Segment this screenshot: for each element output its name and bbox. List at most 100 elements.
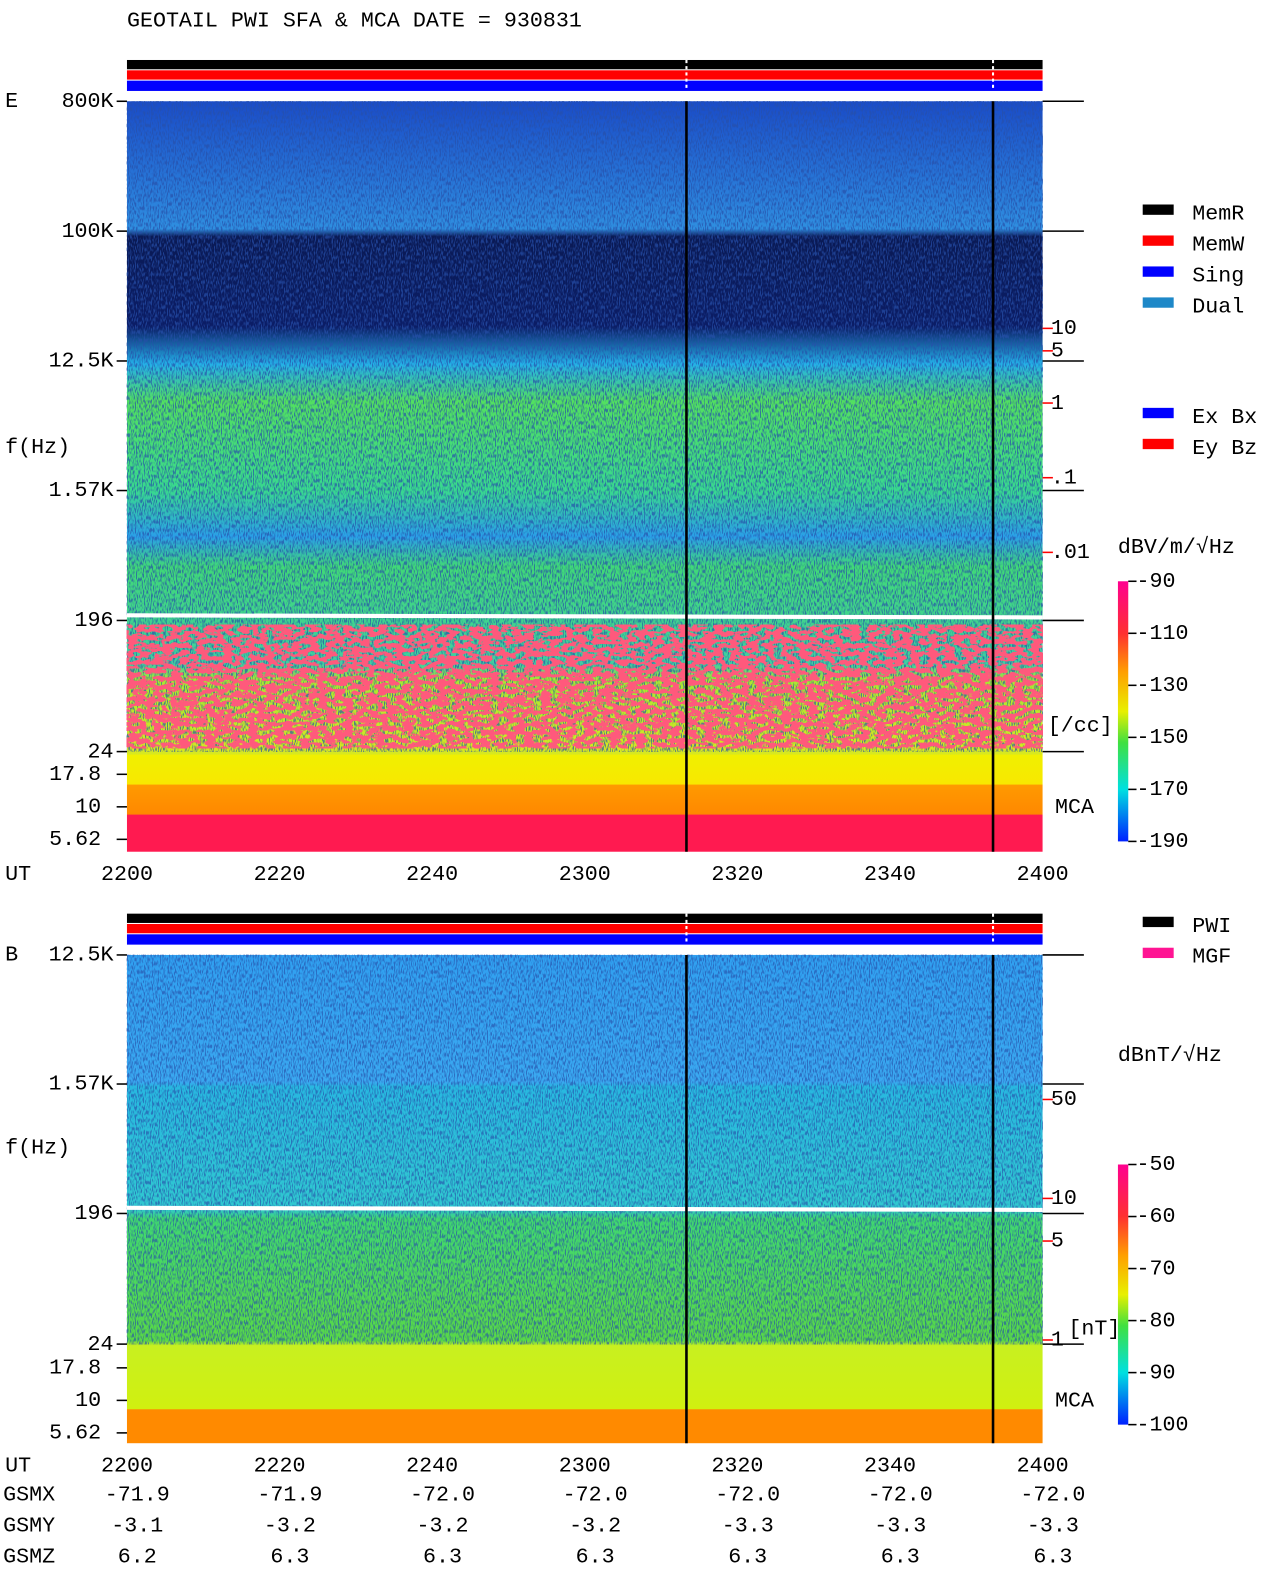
- orbit-label: GSMX: [3, 1483, 55, 1508]
- orbit-value: -3.1: [111, 1514, 163, 1539]
- density-tick-label: 1: [1051, 1328, 1064, 1353]
- orbit-value: 6.3: [728, 1544, 767, 1569]
- white-line: [126, 613, 1043, 620]
- orbit-label: GSMY: [3, 1514, 55, 1539]
- y-tick-label: 12.5K: [49, 349, 114, 374]
- y-tick-label: 100K: [62, 219, 114, 244]
- density-tick-label: .1: [1051, 465, 1077, 490]
- spectrogram-e: [126, 101, 1043, 852]
- y-tick-label: 12.5K: [49, 943, 114, 968]
- mca-tick-label: 5.62: [49, 827, 101, 852]
- colorbar: [1117, 1164, 1129, 1425]
- density-tick-label: 5: [1051, 1229, 1064, 1254]
- colorbar-tick-label: -90: [1137, 569, 1176, 594]
- colorbar: [1117, 581, 1129, 842]
- white-line: [126, 1205, 1043, 1212]
- orbit-value: 6.3: [1033, 1544, 1072, 1569]
- colorbar-label: dBnT/√Hz: [1118, 1043, 1222, 1068]
- x-tick-label: 2400: [1017, 862, 1069, 887]
- legend-label: MGF: [1192, 945, 1231, 970]
- gap-marker: [685, 59, 995, 945]
- legend-label: MemW: [1192, 232, 1244, 257]
- legend-label: Ex Bx: [1192, 405, 1257, 430]
- orbit-label: GSMZ: [3, 1544, 55, 1569]
- orbit-value: 6.2: [118, 1544, 157, 1569]
- noise: [126, 954, 1043, 1345]
- orbit-value: -72.0: [1020, 1483, 1085, 1508]
- legend-swatch: [1142, 297, 1174, 308]
- y-axis-label: f(Hz): [5, 1136, 70, 1161]
- orbit-value: -3.2: [569, 1514, 621, 1539]
- y-tick-label: 1.57K: [49, 478, 114, 503]
- noise: [126, 624, 1043, 749]
- status-bar: [126, 913, 1043, 923]
- density-label: [nT]: [1068, 1316, 1120, 1341]
- x-tick-label: 2240: [406, 862, 458, 887]
- status-bar: [126, 923, 1043, 934]
- y-tick-label: 196: [75, 608, 114, 633]
- x-axis-label: UT: [5, 1454, 31, 1479]
- orbit-value: 6.3: [423, 1544, 462, 1569]
- y-tick-label: 800K: [62, 89, 114, 114]
- orbit-value: -3.2: [417, 1514, 469, 1539]
- x-tick-label: 2200: [101, 862, 153, 887]
- x-tick-label: 2300: [559, 1454, 611, 1479]
- x-tick-label: 2240: [406, 1454, 458, 1479]
- colorbar-tick-label: -100: [1137, 1412, 1189, 1437]
- mca-tick-label: 10: [75, 795, 101, 820]
- x-tick-label: 2320: [711, 862, 763, 887]
- x-tick-label: 2220: [254, 1454, 306, 1479]
- spectrogram-b: [126, 954, 1043, 1444]
- status-bars: [126, 59, 1043, 945]
- density-tick-label: 1: [1051, 391, 1064, 416]
- mca-tick-label: 17.8: [49, 762, 101, 787]
- orbit-value: -72.0: [868, 1483, 933, 1508]
- colorbar-tick-label: -170: [1137, 777, 1189, 802]
- legend-label: Dual: [1192, 294, 1244, 319]
- gap-line: [685, 101, 995, 852]
- orbit-value: -71.9: [105, 1483, 170, 1508]
- density-tick-label: 10: [1051, 316, 1077, 341]
- x-tick-label: 2200: [101, 1454, 153, 1479]
- panel-label: E: [5, 89, 18, 114]
- mca-tick-label: 5.62: [49, 1421, 101, 1446]
- colorbar-tick-label: -80: [1137, 1308, 1176, 1333]
- orbit-value: -3.3: [1027, 1514, 1079, 1539]
- density-tick-label: 5: [1051, 339, 1064, 364]
- status-bar: [126, 934, 1043, 945]
- legend-label: Sing: [1192, 263, 1244, 288]
- orbit-value: -71.9: [257, 1483, 322, 1508]
- x-axis-label: UT: [5, 862, 31, 887]
- colorbar-label: dBV/m/√Hz: [1118, 535, 1235, 560]
- density-tick-label: 10: [1051, 1186, 1077, 1211]
- colorbar-tick-label: -50: [1137, 1152, 1176, 1177]
- legend-swatch: [1142, 916, 1174, 928]
- status-bar: [126, 80, 1043, 91]
- legend-label: Ey Bz: [1192, 436, 1257, 461]
- status-bar: [126, 59, 1043, 70]
- mca-tick-label: 17.8: [49, 1356, 101, 1381]
- title: GEOTAIL PWI SFA & MCA DATE = 930831: [127, 8, 582, 33]
- legend-swatch: [1142, 266, 1174, 277]
- orbit-value: 6.3: [881, 1544, 920, 1569]
- x-tick-label: 2220: [254, 862, 306, 887]
- y-tick-label: 24: [88, 1332, 114, 1357]
- orbit-value: -3.2: [264, 1514, 316, 1539]
- colorbar-tick-label: -70: [1137, 1256, 1176, 1281]
- panel-label: B: [5, 943, 18, 968]
- x-tick-label: 2400: [1017, 1454, 1069, 1479]
- colorbar-tick-label: -130: [1137, 673, 1189, 698]
- density-tick-label: .01: [1051, 540, 1090, 565]
- y-tick-label: 24: [88, 739, 114, 764]
- y-tick-label: 1.57K: [49, 1072, 114, 1097]
- orbit-value: -72.0: [410, 1483, 475, 1508]
- orbit-value: 6.3: [270, 1544, 309, 1569]
- orbit-value: -72.0: [563, 1483, 628, 1508]
- density-tick-label: 50: [1051, 1087, 1077, 1112]
- orbit-value: -3.3: [874, 1514, 926, 1539]
- legend-swatch: [1142, 235, 1174, 246]
- mca-label: MCA: [1055, 795, 1094, 820]
- legend-label: PWI: [1192, 914, 1231, 939]
- legend-label: MemR: [1192, 202, 1244, 227]
